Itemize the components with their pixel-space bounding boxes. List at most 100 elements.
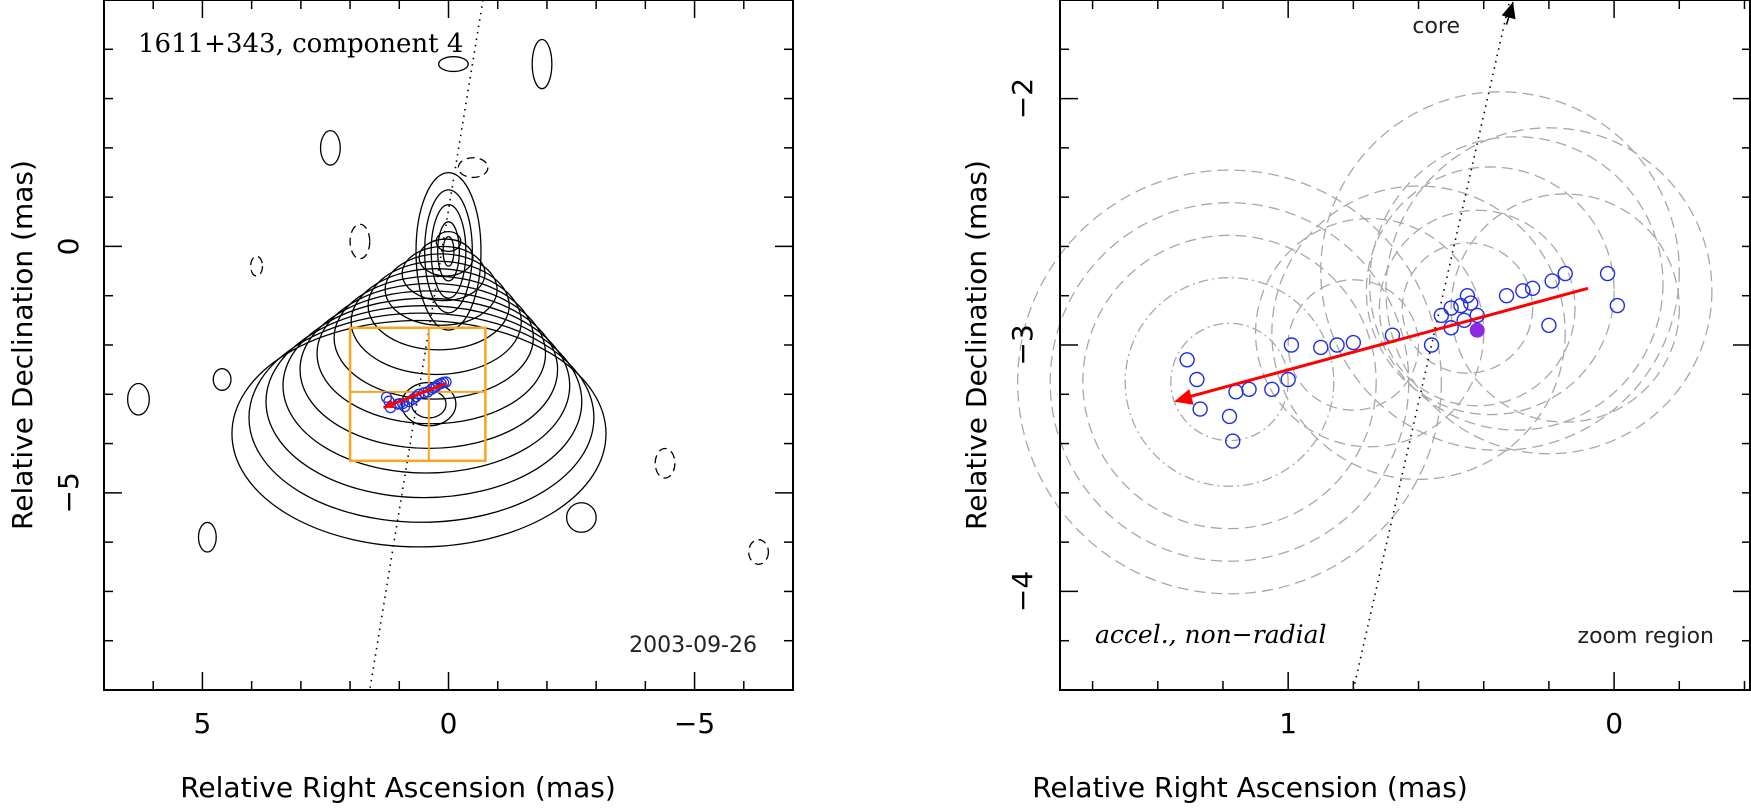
component-marker bbox=[1192, 401, 1208, 417]
left-plot-frame bbox=[103, 0, 794, 691]
ridge-line bbox=[368, 0, 484, 691]
contour-map bbox=[126, 38, 770, 565]
contour-level bbox=[316, 282, 547, 425]
component-marker bbox=[1329, 337, 1345, 353]
contour-level bbox=[265, 305, 583, 499]
component-marker bbox=[1599, 265, 1616, 282]
gaussian-circle bbox=[1378, 209, 1576, 407]
right-y-axis-title: Relative Declination (mas) bbox=[960, 160, 993, 530]
negative-contour bbox=[250, 255, 264, 277]
gaussian-component-circles bbox=[1016, 91, 1713, 595]
motion-vector bbox=[1174, 286, 1589, 405]
component-marker bbox=[1557, 265, 1573, 282]
component-marker bbox=[1228, 384, 1244, 400]
y-tick-label: −3 bbox=[1006, 324, 1039, 365]
left-y-axis-title: Relative Declination (mas) bbox=[6, 160, 39, 530]
gaussian-circle bbox=[1124, 277, 1335, 487]
component-marker bbox=[1313, 339, 1329, 356]
gaussian-circle bbox=[1170, 322, 1289, 442]
component-marker bbox=[1515, 283, 1531, 299]
x-tick-label: 0 bbox=[440, 707, 458, 740]
gaussian-circle bbox=[1254, 217, 1485, 448]
x-tick-label: 1 bbox=[1279, 707, 1297, 740]
component-marker bbox=[1541, 317, 1557, 333]
component-marker bbox=[440, 376, 452, 388]
component-marker bbox=[1423, 337, 1440, 353]
core-contour bbox=[437, 221, 460, 282]
island-contour bbox=[126, 382, 150, 416]
y-tick-label: 0 bbox=[52, 238, 85, 256]
component-marker bbox=[1221, 408, 1238, 425]
contour-level bbox=[384, 253, 498, 326]
component-marker bbox=[1280, 371, 1296, 388]
component-marker bbox=[1443, 300, 1459, 316]
component-marker bbox=[1524, 280, 1541, 297]
component-marker bbox=[1283, 337, 1300, 353]
core-direction-label: core bbox=[1412, 14, 1460, 39]
negative-contour bbox=[349, 223, 371, 260]
contour-level bbox=[435, 231, 462, 252]
core-arrow-head bbox=[1501, 2, 1516, 20]
ridge-line bbox=[1352, 0, 1516, 691]
core-contour bbox=[415, 171, 482, 331]
y-tick-label: −5 bbox=[52, 472, 85, 513]
gaussian-circle bbox=[1320, 91, 1680, 451]
component-marker bbox=[1498, 288, 1515, 304]
component-marker bbox=[1264, 381, 1280, 398]
component-marker bbox=[1609, 297, 1626, 314]
motion-vector-line bbox=[382, 382, 447, 409]
component-marker bbox=[1453, 297, 1469, 314]
zoom-box-rect bbox=[348, 326, 487, 463]
zoom-region-label: zoom region bbox=[1578, 624, 1714, 649]
y-tick-label: −4 bbox=[1006, 571, 1039, 612]
x-tick-label: 0 bbox=[1605, 707, 1623, 740]
gaussian-circle bbox=[1450, 193, 1680, 423]
island-contour bbox=[197, 521, 217, 553]
gaussian-circle bbox=[1016, 169, 1443, 595]
island-contour bbox=[438, 56, 469, 73]
contour-level bbox=[333, 275, 535, 400]
negative-contour bbox=[457, 157, 489, 179]
island-contour bbox=[319, 129, 341, 166]
x-tick-label: −5 bbox=[674, 707, 715, 740]
component-marker bbox=[1544, 273, 1560, 289]
component-marker bbox=[1433, 307, 1450, 324]
island-contour bbox=[212, 368, 232, 391]
left-x-axis-title: Relative Right Ascension (mas) bbox=[180, 771, 616, 804]
core-contour bbox=[430, 203, 467, 299]
right-y-tick-labels: −2 −3 −4 bbox=[1006, 78, 1039, 612]
component-marker bbox=[1241, 381, 1257, 398]
gaussian-circle bbox=[1049, 202, 1410, 562]
component-marker bbox=[1189, 371, 1205, 388]
contour-level bbox=[231, 319, 607, 548]
gaussian-circle bbox=[1082, 234, 1377, 530]
motion-vector-head bbox=[1174, 389, 1194, 405]
ridge-line-path bbox=[1352, 0, 1511, 691]
gaussian-circle bbox=[1287, 279, 1420, 411]
ridge-line-path bbox=[368, 0, 484, 691]
left-x-tick-labels: 5 0 −5 bbox=[194, 707, 716, 740]
component-marker bbox=[1345, 334, 1362, 351]
x-tick-label: 5 bbox=[194, 707, 212, 740]
negative-contour bbox=[748, 539, 770, 565]
mean-position-marker bbox=[1469, 322, 1485, 338]
contour-level bbox=[350, 268, 522, 376]
epoch-date-label: 2003-09-26 bbox=[629, 633, 757, 658]
motion-vector-line bbox=[1181, 286, 1589, 401]
left-plot-title: 1611+343, component 4 bbox=[138, 29, 463, 59]
gaussian-circle bbox=[1385, 127, 1713, 455]
mean-position-dot bbox=[1469, 322, 1485, 338]
component-marker bbox=[1462, 295, 1479, 311]
island-contour bbox=[531, 38, 553, 90]
kinematic-model-label: accel., non−radial bbox=[1095, 620, 1327, 649]
gaussian-circle bbox=[1368, 136, 1664, 431]
motion-vector bbox=[382, 382, 447, 409]
gaussian-circle bbox=[1401, 242, 1534, 374]
core-contour bbox=[424, 189, 473, 314]
gaussian-circle bbox=[1365, 166, 1615, 416]
left-y-tick-labels: 0 −5 bbox=[52, 238, 85, 514]
right-x-axis-title: Relative Right Ascension (mas) bbox=[1032, 771, 1468, 804]
component-marker bbox=[1459, 288, 1476, 304]
core-contour bbox=[442, 235, 455, 267]
negative-contour bbox=[654, 447, 676, 479]
